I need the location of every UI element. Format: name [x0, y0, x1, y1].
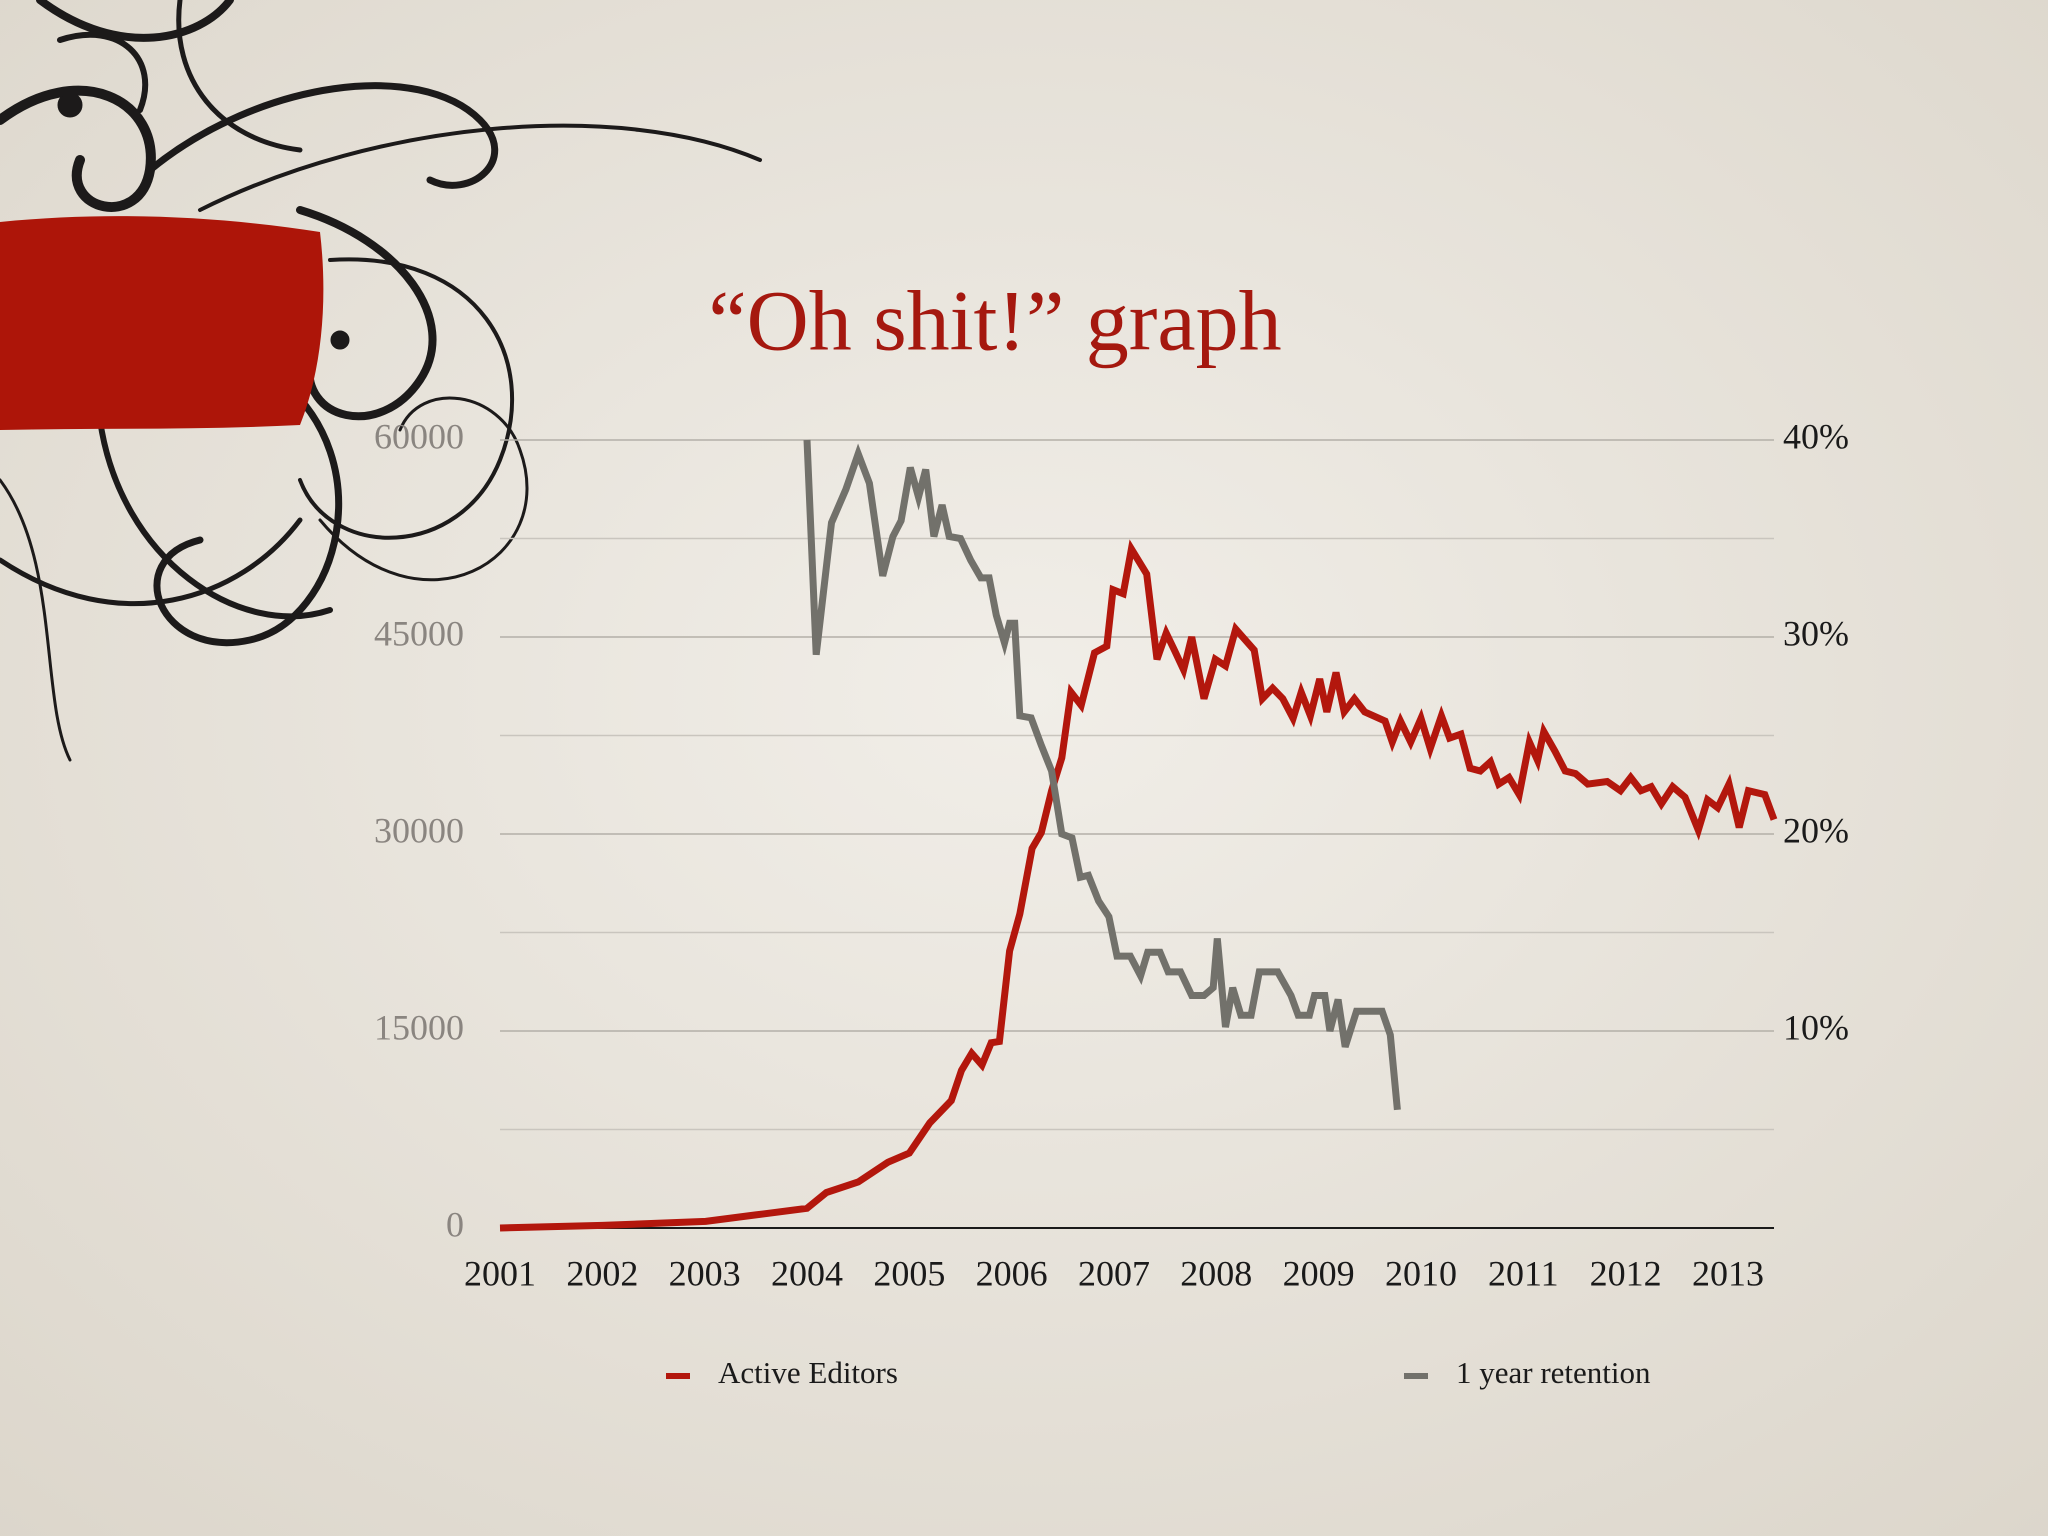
x-tick-label: 2013 [1692, 1253, 1764, 1293]
x-tick-label: 2006 [976, 1253, 1048, 1293]
y-tick-label: 45000 [374, 613, 464, 653]
y2-tick-label: 20% [1783, 810, 1849, 850]
legend-label: 1 year retention [1456, 1355, 1651, 1390]
swirl-ornament [0, 0, 762, 762]
y2-tick-label: 10% [1783, 1007, 1849, 1047]
chart-title: “Oh shit!” graph [708, 273, 1281, 369]
x-tick-label: 2011 [1488, 1253, 1559, 1293]
y-tick-label: 60000 [374, 416, 464, 456]
x-tick-label: 2010 [1385, 1253, 1457, 1293]
red-brush-stroke [0, 216, 324, 430]
x-tick-label: 2001 [464, 1253, 536, 1293]
y-tick-label: 0 [446, 1204, 464, 1244]
y-tick-label: 30000 [374, 810, 464, 850]
data-line [803, 439, 1401, 1111]
x-tick-label: 2012 [1590, 1253, 1662, 1293]
x-tick-label: 2004 [771, 1253, 843, 1293]
y2-tick-label: 40% [1783, 416, 1849, 456]
x-tick-label: 2005 [873, 1253, 945, 1293]
x-tick-label: 2003 [669, 1253, 741, 1293]
x-tick-label: 2008 [1180, 1253, 1252, 1293]
y2-tick-label: 30% [1783, 613, 1849, 653]
y-tick-label: 15000 [374, 1007, 464, 1047]
x-tick-label: 2002 [566, 1253, 638, 1293]
x-tick-label: 2007 [1078, 1253, 1150, 1293]
legend-label: Active Editors [718, 1355, 898, 1390]
x-tick-label: 2009 [1283, 1253, 1355, 1293]
data-line [499, 539, 1778, 1232]
